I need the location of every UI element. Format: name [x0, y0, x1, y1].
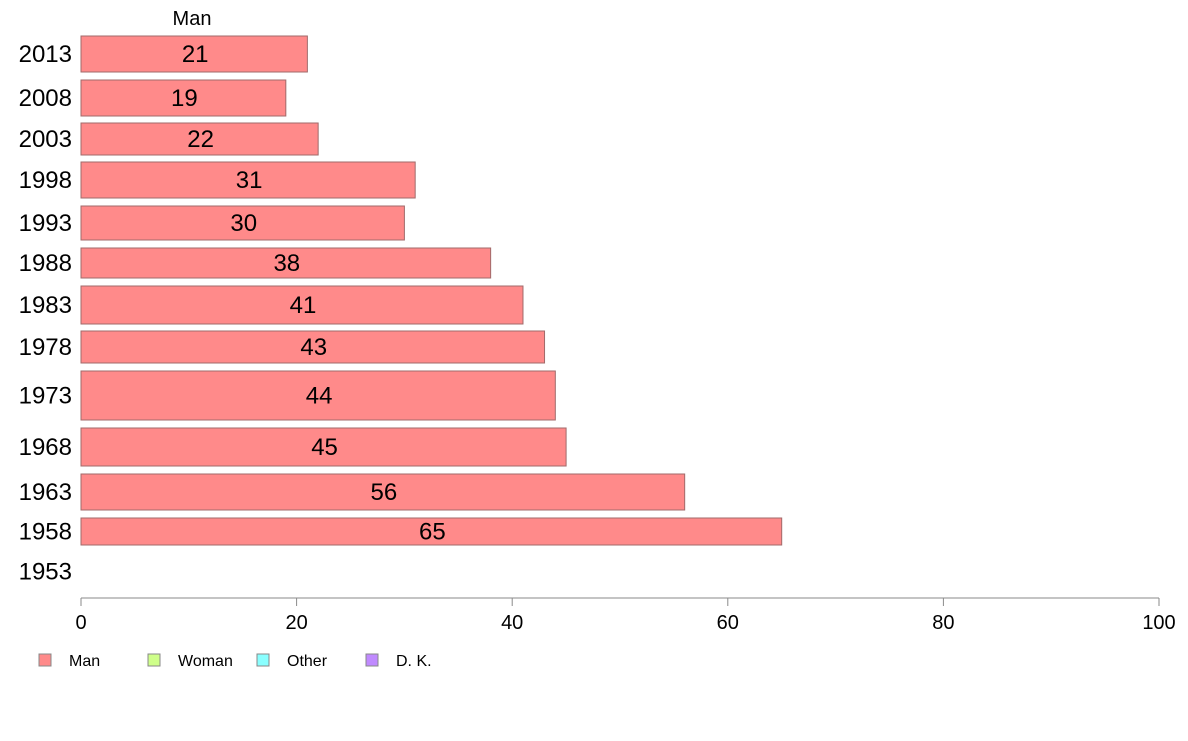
- bar: [80, 247, 492, 279]
- legend-swatch: [38, 653, 52, 667]
- bar-value-label: 43: [300, 334, 327, 361]
- bar: [80, 79, 287, 117]
- bar-value-label: 19: [171, 85, 198, 112]
- bar-value-label: 45: [311, 434, 338, 461]
- y-tick-label: 1993: [19, 210, 72, 237]
- bar: [80, 473, 686, 511]
- x-tick-label: 20: [285, 612, 307, 634]
- y-tick-label: 1983: [19, 292, 72, 319]
- y-tick-label: 1998: [19, 167, 72, 194]
- bars-group: 21 19 22 31 30 38 41 43 44 45 56 65: [80, 35, 783, 546]
- bar: [80, 427, 567, 467]
- bar: [80, 370, 556, 421]
- legend-label: Man: [69, 653, 100, 670]
- bar-value-label: 38: [273, 250, 300, 277]
- x-tick-label: 80: [932, 612, 954, 634]
- y-tick-label: 2003: [19, 126, 72, 153]
- y-tick-label: 1988: [19, 250, 72, 277]
- bar: [80, 35, 308, 73]
- x-axis: 0 20 40 60 80 100: [75, 597, 1176, 634]
- y-tick-label: 1973: [19, 383, 72, 410]
- legend-label: Other: [287, 653, 328, 670]
- bar: [80, 517, 783, 546]
- bar: [80, 285, 524, 325]
- bar-value-label: 31: [236, 167, 263, 194]
- x-tick-label: 40: [501, 612, 523, 634]
- bar-value-label: 41: [290, 292, 317, 319]
- y-tick-label: 1953: [19, 559, 72, 586]
- legend-label: Woman: [178, 653, 233, 670]
- x-tick-label: 0: [75, 612, 86, 634]
- y-tick-label: 2008: [19, 85, 72, 112]
- bar-value-label: 21: [182, 41, 209, 68]
- bar: [80, 122, 319, 156]
- bar: [80, 161, 416, 199]
- y-tick-label: 1963: [19, 479, 72, 506]
- bar-value-label: 30: [230, 210, 257, 237]
- column-header: Man: [173, 8, 212, 30]
- bar: [80, 330, 546, 364]
- y-axis-labels: 2013 2008 2003 1998 1993 1988 1983 1978 1973 1968…: [19, 41, 72, 586]
- bar: [80, 205, 405, 241]
- y-tick-label: 1978: [19, 334, 72, 361]
- legend-label: D. K.: [396, 653, 432, 670]
- bar-value-label: 56: [370, 479, 397, 506]
- y-tick-label: 1968: [19, 434, 72, 461]
- x-tick-label: 100: [1142, 612, 1175, 634]
- bar-value-label: 44: [306, 383, 333, 410]
- y-tick-label: 2013: [19, 41, 72, 68]
- legend-swatch: [365, 653, 379, 667]
- legend-swatch: [147, 653, 161, 667]
- legend-swatch: [256, 653, 270, 667]
- bar-value-label: 65: [419, 519, 446, 546]
- bar-value-label: 22: [187, 126, 214, 153]
- legend: Man Woman Other D. K.: [38, 653, 432, 670]
- x-tick-label: 60: [717, 612, 739, 634]
- y-tick-label: 1958: [19, 519, 72, 546]
